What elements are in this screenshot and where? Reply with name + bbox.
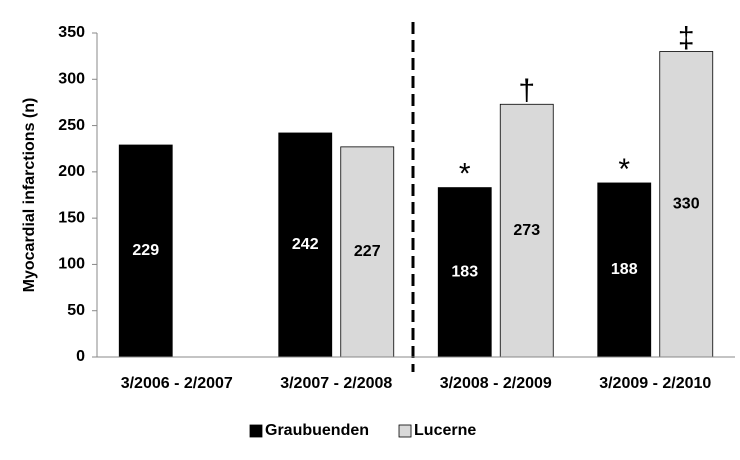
- legend-label: Graubuenden: [265, 422, 369, 439]
- legend-swatch: [398, 424, 412, 438]
- bar: [437, 187, 492, 358]
- y-tick-label: 0: [76, 348, 85, 365]
- value-label: 330: [673, 195, 700, 212]
- significance-marker: †: [518, 74, 535, 107]
- bar: [278, 132, 333, 358]
- y-tick-label: 250: [58, 117, 85, 134]
- x-tick-label: 3/2008 - 2/2009: [440, 375, 552, 392]
- value-label: 227: [354, 243, 381, 260]
- y-tick-label: 200: [58, 163, 85, 180]
- bar: [499, 103, 554, 358]
- x-tick-label: 3/2009 - 2/2010: [599, 375, 711, 392]
- y-axis-label: Myocardial infarctions (n): [21, 98, 38, 293]
- value-label: 273: [513, 222, 540, 239]
- value-label: 242: [292, 236, 319, 253]
- y-tick-label: 150: [58, 209, 85, 226]
- x-tick-label: 3/2007 - 2/2008: [280, 375, 392, 392]
- y-tick-label: 50: [67, 302, 85, 319]
- value-label: 188: [611, 261, 638, 278]
- bar: [597, 182, 652, 358]
- legend-swatch: [249, 424, 263, 438]
- significance-marker: *: [618, 153, 630, 186]
- y-tick-label: 300: [58, 71, 85, 88]
- value-label: 229: [132, 242, 159, 259]
- bar: [659, 51, 714, 358]
- legend-label: Lucerne: [414, 422, 476, 439]
- bar: [340, 146, 395, 358]
- value-label: 183: [451, 264, 478, 281]
- y-tick-label: 100: [58, 256, 85, 273]
- y-tick-label: 350: [58, 24, 85, 41]
- significance-marker: ‡: [678, 21, 695, 54]
- x-tick-label: 3/2006 - 2/2007: [121, 375, 233, 392]
- significance-marker: *: [459, 158, 471, 191]
